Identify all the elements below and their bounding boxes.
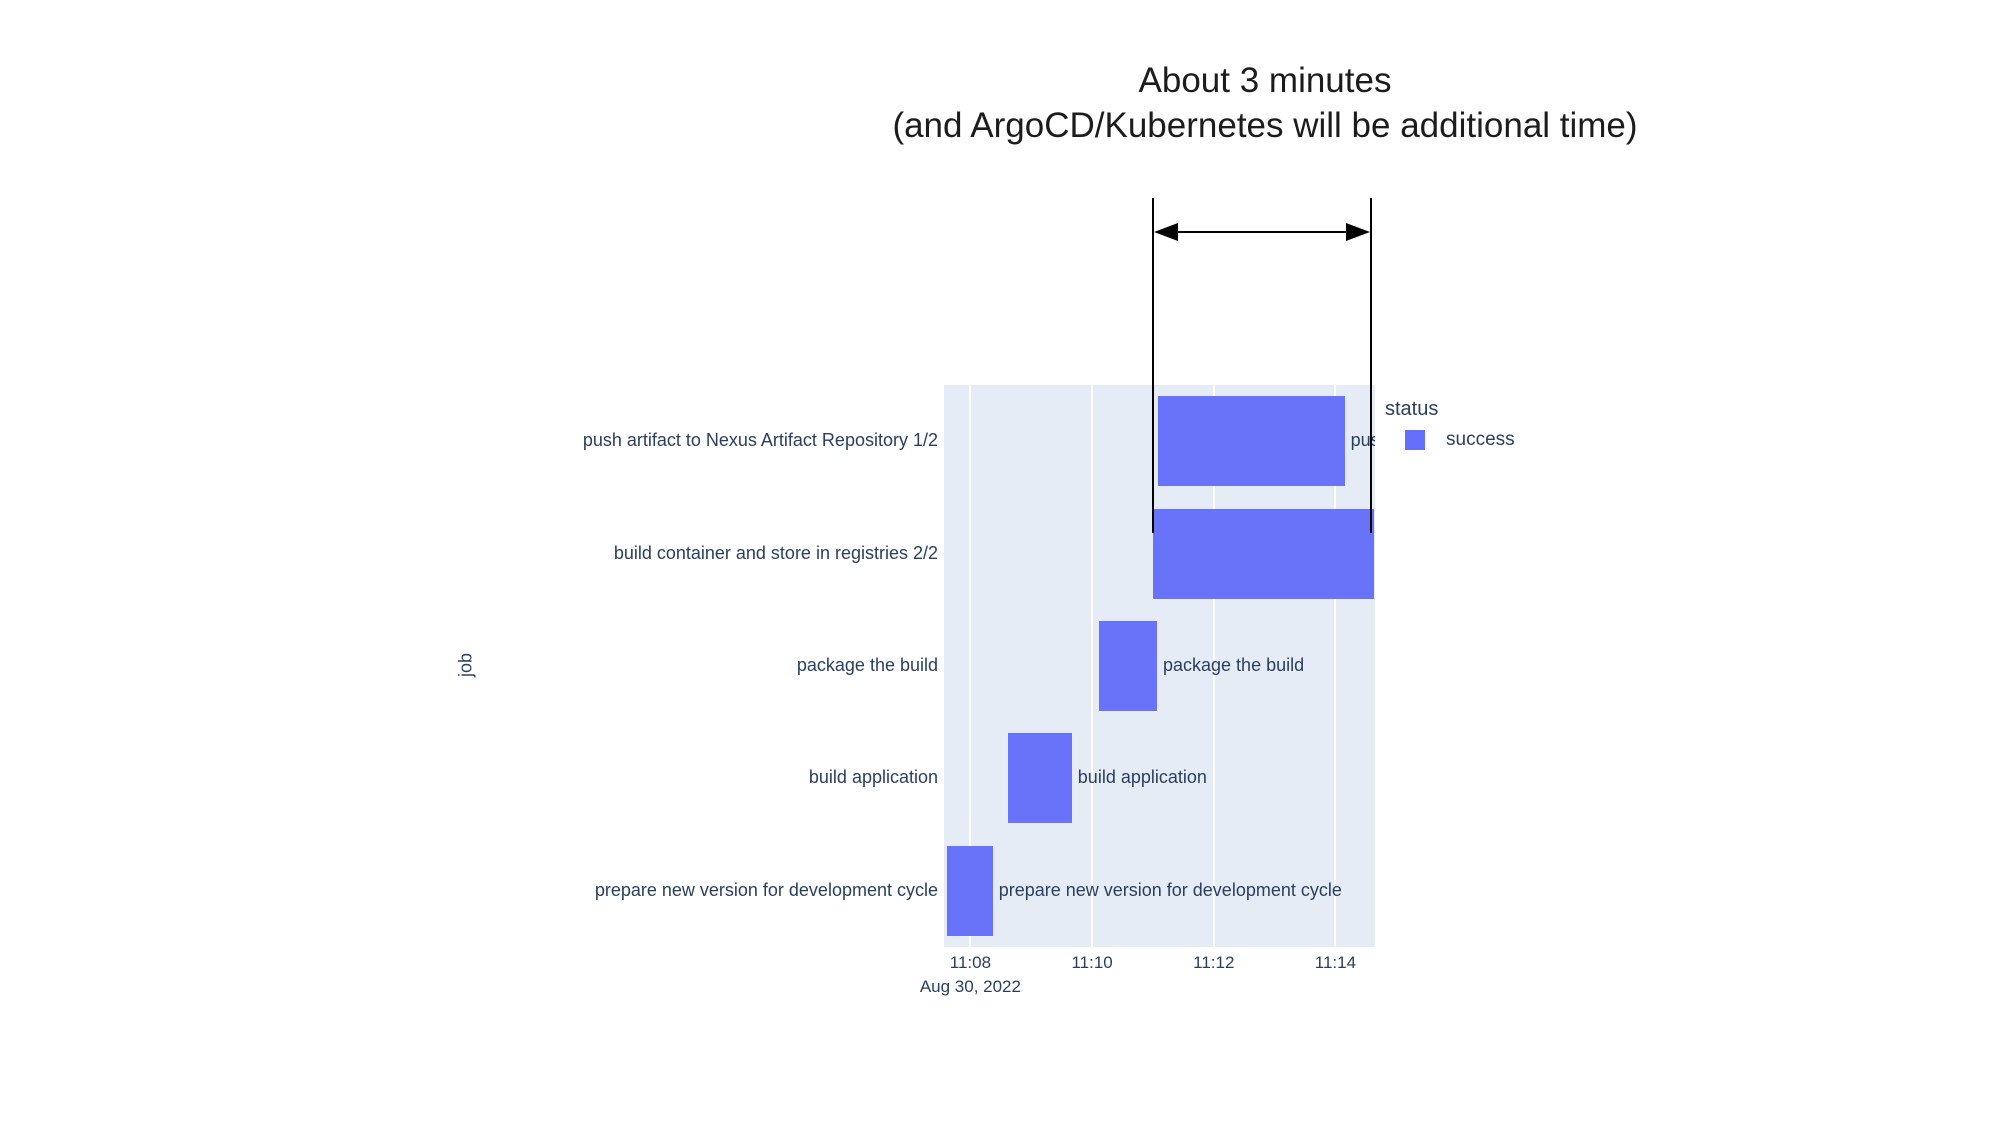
x-axis-date-label: Aug 30, 2022 [919,977,1021,996]
gantt-bar-3[interactable] [1007,733,1072,824]
figure-title: About 3 minutes (and ArgoCD/Kubernetes w… [892,58,1637,148]
x-tick-label: 11:08 [949,953,992,972]
x-gridline [1091,385,1094,947]
annotation-line-right [1369,198,1372,533]
legend-item-label: success [1446,429,1515,450]
legend-item-success[interactable]: success [1405,429,1515,451]
y-axis-label: build container and store in registries … [613,542,938,563]
legend-title: status [1385,398,1439,420]
duration-arrow [1172,231,1351,233]
bar-label: package the build [1163,655,1305,675]
y-axis-label: package the build [796,655,938,675]
arrowhead-left-icon [1153,223,1178,241]
gantt-bar-4[interactable] [947,845,993,936]
x-tick-label: 11:14 [1314,953,1357,972]
plot-area: push artifact to Nexus Artifact Reposito… [944,385,1375,947]
y-axis-label: prepare new version for development cycl… [594,879,938,900]
bar-label: push artifact to Nexus Artifact Reposito… [1350,430,1375,451]
y-axis-label: push artifact to Nexus Artifact Reposito… [582,430,938,451]
annotation-line-left [1151,198,1154,533]
figure-title-line1: About 3 minutes [1138,61,1392,100]
bar-label: build application [1077,767,1207,788]
x-gridline [1334,385,1337,947]
figure-title-line2: (and ArgoCD/Kubernetes will be additiona… [892,106,1638,145]
x-tick-label: 11:10 [1071,953,1113,972]
x-gridline [969,385,972,947]
y-axis-title: job [455,652,476,678]
legend-swatch-icon [1405,430,1425,450]
legend: status success [1385,398,1515,451]
gantt-bar-0[interactable] [1158,396,1345,487]
arrowhead-right-icon [1345,223,1370,241]
bar-label: prepare new version for development cycl… [998,879,1342,900]
x-gridline [1212,385,1215,947]
x-tick-label: 11:12 [1193,953,1235,972]
y-axis-label: build application [808,767,938,788]
gantt-bar-2[interactable] [1099,621,1157,711]
gantt-bar-1[interactable] [1152,508,1374,599]
